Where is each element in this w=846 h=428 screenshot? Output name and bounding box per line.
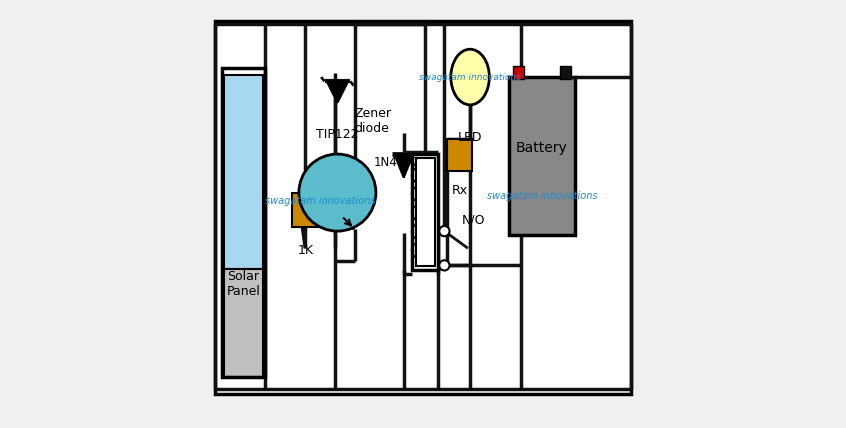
Text: swagatam innovations: swagatam innovations	[486, 191, 597, 201]
Circle shape	[439, 260, 449, 270]
FancyBboxPatch shape	[224, 74, 262, 269]
Polygon shape	[394, 154, 413, 178]
FancyBboxPatch shape	[412, 154, 438, 270]
FancyBboxPatch shape	[293, 193, 318, 227]
Text: swagatam innovations: swagatam innovations	[265, 196, 375, 206]
Ellipse shape	[451, 49, 489, 105]
FancyBboxPatch shape	[447, 139, 472, 171]
Text: Battery: Battery	[516, 141, 568, 155]
Text: 1N4007: 1N4007	[374, 156, 420, 169]
Text: Rx: Rx	[451, 184, 468, 197]
FancyBboxPatch shape	[224, 269, 262, 377]
Polygon shape	[327, 81, 348, 103]
Text: Solar
Panel: Solar Panel	[226, 270, 261, 298]
FancyBboxPatch shape	[560, 66, 571, 79]
FancyBboxPatch shape	[513, 66, 524, 79]
Text: N/O: N/O	[462, 214, 485, 227]
Text: LED: LED	[458, 131, 482, 143]
Text: 1K: 1K	[297, 244, 313, 257]
Circle shape	[299, 154, 376, 231]
Text: TIP122: TIP122	[316, 128, 359, 141]
Circle shape	[439, 226, 449, 236]
FancyBboxPatch shape	[216, 21, 630, 394]
FancyBboxPatch shape	[508, 77, 575, 235]
Text: swagatam innovations: swagatam innovations	[419, 72, 521, 82]
Text: Zener
diode: Zener diode	[354, 107, 392, 135]
FancyBboxPatch shape	[415, 158, 435, 266]
